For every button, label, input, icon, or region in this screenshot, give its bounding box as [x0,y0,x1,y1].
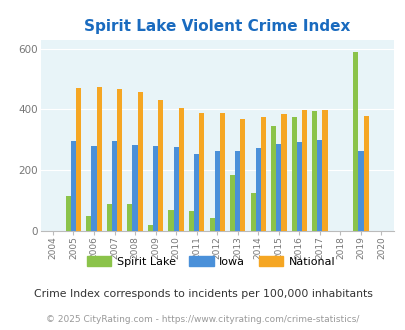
Bar [137,92,143,231]
Bar [107,204,112,231]
Bar [91,146,96,231]
Bar [255,148,260,231]
Bar [158,100,163,231]
Bar [66,196,71,231]
Bar [188,211,194,231]
Bar [76,88,81,231]
Text: © 2025 CityRating.com - https://www.cityrating.com/crime-statistics/: © 2025 CityRating.com - https://www.city… [46,315,359,324]
Bar [260,117,265,231]
Bar [132,145,137,231]
Bar [230,175,234,231]
Bar [194,154,199,231]
Bar [317,141,322,231]
Bar [209,218,214,231]
Bar [147,225,153,231]
Bar [214,151,219,231]
Bar [296,142,301,231]
Bar [240,119,245,231]
Bar [71,141,76,231]
Bar [352,52,358,231]
Bar [322,111,327,231]
Bar [291,117,296,231]
Bar [178,108,183,231]
Bar [117,89,122,231]
Bar [281,114,286,231]
Title: Spirit Lake Violent Crime Index: Spirit Lake Violent Crime Index [84,19,350,34]
Legend: Spirit Lake, Iowa, National: Spirit Lake, Iowa, National [82,251,339,271]
Bar [250,193,255,231]
Bar [153,146,158,231]
Bar [301,111,306,231]
Text: Crime Index corresponds to incidents per 100,000 inhabitants: Crime Index corresponds to incidents per… [34,289,371,299]
Bar [173,148,178,231]
Bar [358,151,362,231]
Bar [219,113,224,231]
Bar [271,126,275,231]
Bar [86,216,91,231]
Bar [275,145,281,231]
Bar [112,141,117,231]
Bar [127,204,132,231]
Bar [311,111,317,231]
Bar [168,210,173,231]
Bar [234,151,240,231]
Bar [199,113,204,231]
Bar [362,116,368,231]
Bar [96,87,101,231]
